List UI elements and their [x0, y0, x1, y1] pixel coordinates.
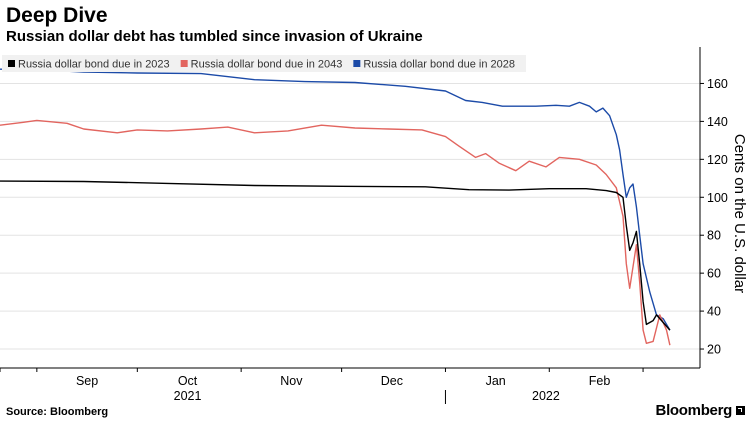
source-note: Source: Bloomberg [6, 406, 109, 418]
legend-swatch [8, 60, 15, 67]
x-tick-label: Feb [589, 374, 611, 388]
brand-name: Bloomberg [655, 401, 733, 419]
legend-swatch [180, 60, 188, 67]
legend-item-label: Russia dollar bond due in 2043 [191, 59, 343, 71]
chart-title: Deep Dive [6, 4, 108, 27]
y-tick-label: 60 [707, 267, 721, 281]
x-tick-label: Nov [280, 374, 303, 388]
series-line [0, 68, 671, 331]
y-tick-label: 120 [707, 153, 728, 167]
y-tick-label: 100 [707, 191, 728, 205]
legend-item-label: Russia dollar bond due in 2023 [18, 59, 170, 71]
x-year-label: 2021 [174, 389, 202, 403]
y-tick-label: 140 [707, 115, 728, 129]
series-line [0, 180, 671, 331]
y-axis-title: Cents on the U.S. dollar [731, 134, 748, 293]
x-tick-label: Sep [76, 374, 98, 388]
y-tick-label: 160 [707, 77, 728, 91]
x-tick-label: Jan [486, 374, 506, 388]
chart-subtitle: Russian dollar debt has tumbled since in… [6, 28, 423, 45]
x-year-label: 2022 [532, 389, 560, 403]
x-tick-label: Dec [381, 374, 403, 388]
legend-item-label: Russia dollar bond due in 2028 [363, 59, 515, 71]
y-tick-label: 80 [707, 229, 721, 243]
x-tick-label: Oct [178, 374, 198, 388]
y-tick-label: 20 [707, 343, 721, 357]
legend-swatch [353, 60, 361, 67]
legend-background [2, 55, 527, 72]
brand-logo: Bloomberg [656, 401, 745, 419]
arrow-icon [736, 405, 745, 415]
y-tick-label: 40 [707, 305, 721, 319]
series-line [0, 119, 671, 346]
